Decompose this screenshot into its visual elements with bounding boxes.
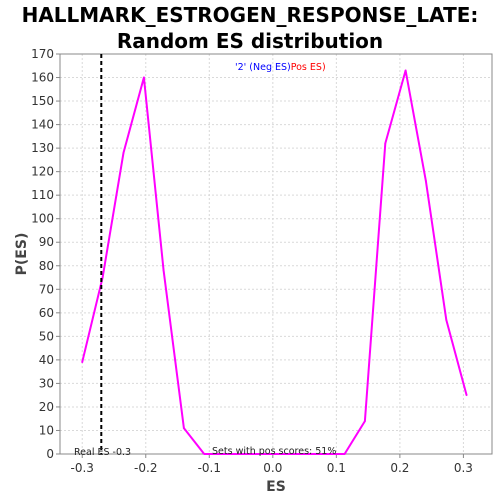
data-point [162,269,165,272]
y-tick-label: 10 [39,423,54,437]
pos-scores-annotation: Sets with pos scores: 51% [212,446,336,457]
data-point [271,453,274,455]
grid [60,53,492,455]
y-tick-label: 120 [31,165,54,179]
data-point [343,453,346,455]
y-tick-label: 130 [31,141,54,155]
data-point [203,453,206,455]
chart-title-line2: Random ES distribution [116,29,384,53]
x-axis-ticks: -0.3 -0.2 -0.1 0.0 0.1 0.2 0.3 [71,454,473,475]
series-line [81,69,468,455]
y-axis-label: P(ES) [14,233,30,276]
x-tick-label: -0.2 [134,461,157,475]
x-tick-label: 0.1 [327,461,346,475]
y-tick-label: 140 [31,118,54,132]
x-tick-label: -0.3 [71,461,94,475]
x-tick-label: 0.2 [390,461,409,475]
y-tick-label: 170 [31,47,54,61]
x-axis-label: ES [266,479,286,495]
series-layer [81,69,468,455]
data-point [182,427,185,430]
y-tick-label: 90 [39,235,54,249]
y-tick-label: 20 [39,400,54,414]
y-tick-label: 160 [31,71,54,85]
y-tick-label: 0 [46,447,54,461]
data-point [142,76,145,79]
x-tick-label: -0.1 [198,461,221,475]
data-point [101,276,104,279]
real-es-label: Real ES -0.3 [74,447,131,458]
y-tick-label: 70 [39,282,54,296]
data-point [81,361,84,364]
y-tick-label: 100 [31,212,54,226]
data-point [404,69,407,72]
x-tick-label: 0.3 [454,461,473,475]
data-point [364,420,366,422]
chart-title-line1: HALLMARK_ESTROGEN_RESPONSE_LATE: [21,3,479,27]
data-point [465,394,468,397]
data-point [122,151,125,154]
y-tick-label: 50 [39,329,54,343]
data-point [445,318,448,321]
y-tick-label: 40 [39,353,54,367]
chart-title: HALLMARK_ESTROGEN_RESPONSE_LATE: Random … [0,2,500,54]
data-point [335,453,338,455]
data-point [425,180,427,182]
y-tick-label: 150 [31,94,54,108]
legend-neg-es: '2' (Neg ES) [235,62,291,73]
y-tick-label: 60 [39,306,54,320]
legend: '2' (Neg ES)Pos ES) [235,62,326,73]
y-tick-label: 110 [31,188,54,202]
plot-area-frame [59,53,493,455]
x-tick-label: 0.0 [263,461,282,475]
data-point [223,453,226,455]
legend-pos-es: Pos ES) [291,62,326,73]
data-point [384,142,387,145]
y-tick-label: 30 [39,376,54,390]
y-axis-ticks: 0 10 20 30 40 50 60 70 80 90 100 110 120 130 140 150 160… [31,47,60,461]
y-tick-label: 80 [39,259,54,273]
